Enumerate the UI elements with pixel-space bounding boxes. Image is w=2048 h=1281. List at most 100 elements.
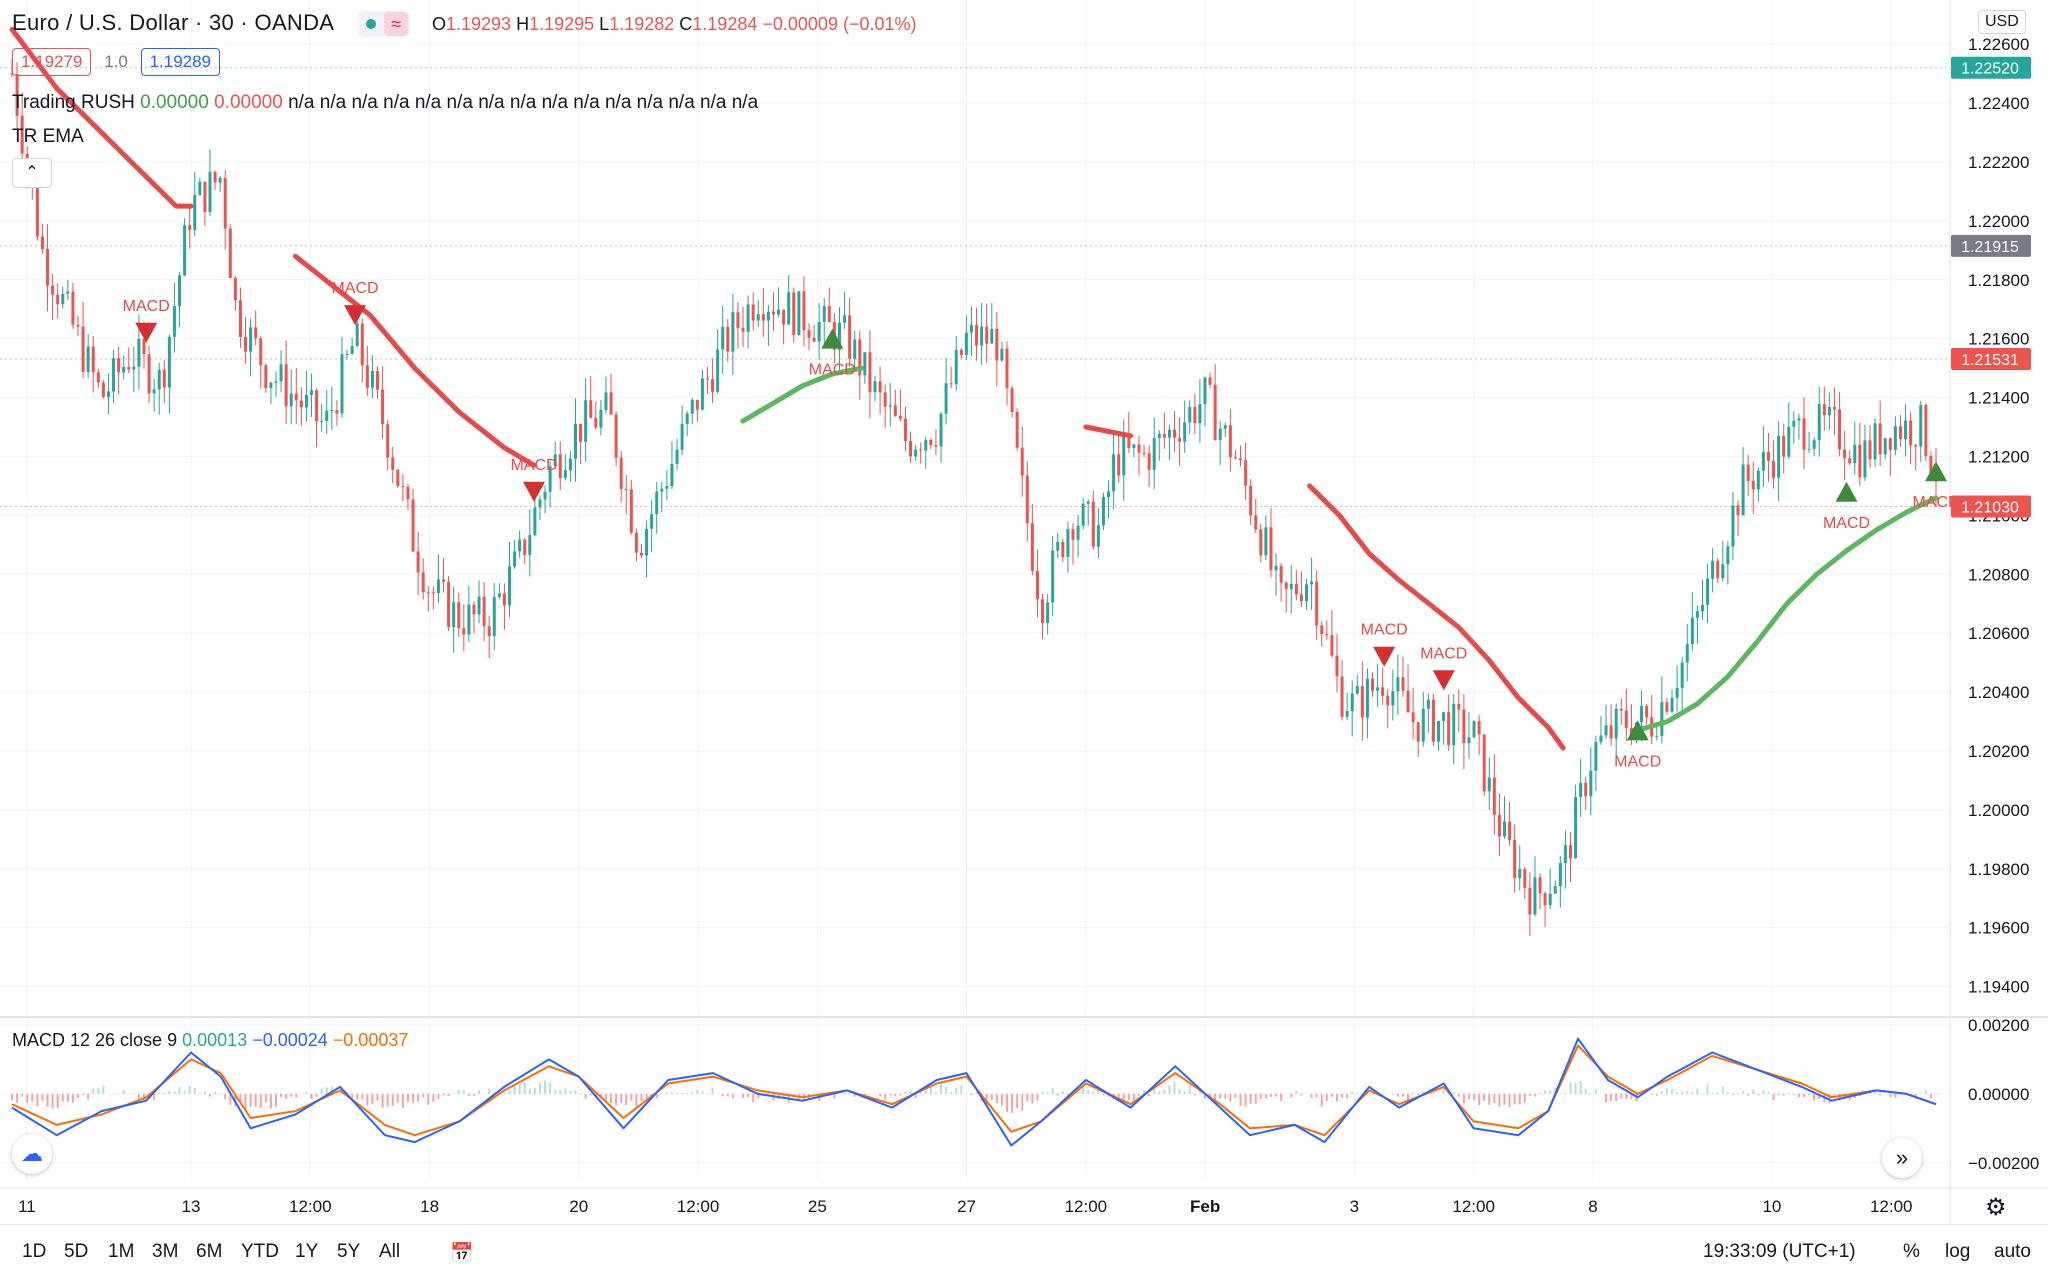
chart-canvas[interactable]: 1.22600 1.22400 1.22200 1.22000 1.21800 1.216…	[0, 0, 2048, 1224]
timeframe-ytd[interactable]: YTD	[241, 1241, 279, 1262]
gear-icon[interactable]: ⚙	[1985, 1194, 2007, 1221]
candle-body	[223, 177, 227, 229]
candle-body	[1254, 515, 1258, 530]
symbol-title[interactable]: Euro / U.S. Dollar · 30 · OANDA	[12, 10, 335, 35]
candle-body	[330, 410, 334, 412]
trading-rush-legend[interactable]: Trading RUSH 0.00000 0.00000 n/a n/a n/a…	[12, 92, 758, 114]
timeframe-1m[interactable]: 1M	[108, 1241, 135, 1262]
candle-body	[1848, 458, 1852, 464]
candle-body	[934, 445, 938, 447]
calendar-range-icon[interactable]: 📅	[450, 1243, 474, 1264]
candle-body	[1513, 839, 1517, 879]
candle-body	[355, 323, 359, 346]
auto-toggle[interactable]: auto	[1994, 1241, 2031, 1262]
candle-body	[1711, 560, 1715, 579]
candle-body	[1167, 429, 1171, 438]
macd-line-value: −0.00024	[252, 1030, 328, 1050]
candle-body	[1071, 529, 1075, 540]
candle-body	[264, 365, 268, 389]
chevron-up-icon[interactable]: ⌃	[12, 158, 52, 188]
candle-body	[1594, 741, 1598, 771]
ema-line-segment	[9, 26, 194, 209]
candle-body	[1411, 712, 1415, 723]
timeframe-5d[interactable]: 5D	[64, 1241, 89, 1262]
candle-body	[1000, 348, 1004, 361]
candle-body	[167, 336, 171, 388]
candle-body	[1391, 691, 1395, 706]
candle-body	[1320, 625, 1324, 635]
y-tick-label: 1.19800	[1968, 860, 2029, 879]
price-label-box	[1951, 347, 2031, 370]
buy-signal-arrow	[1925, 461, 1947, 482]
candle-body	[914, 449, 918, 457]
macd-y-tick-label: 0.00200	[1968, 1016, 2029, 1035]
candle-body	[401, 486, 405, 488]
candle-body	[599, 409, 603, 428]
candle-body	[1548, 893, 1552, 906]
double-chevron-right-icon[interactable]: »	[1882, 1138, 1922, 1178]
candle-body	[1157, 433, 1161, 439]
timeframe-all[interactable]: All	[379, 1241, 401, 1262]
candle-body	[1817, 404, 1821, 441]
candle-body	[1898, 426, 1902, 439]
candle-body	[1401, 677, 1405, 691]
candle-body	[213, 171, 217, 183]
macd-legend[interactable]: MACD 12 26 close 9 0.00013 −0.00024 −0.0…	[12, 1030, 408, 1051]
candle-body	[766, 311, 770, 321]
candle-body	[1700, 604, 1704, 612]
sell-signal-arrow	[1432, 670, 1455, 691]
candle-body	[1863, 440, 1867, 478]
percent-toggle[interactable]: %	[1903, 1241, 1920, 1262]
timeframe-5y[interactable]: 5Y	[337, 1241, 361, 1262]
candle-body	[1482, 734, 1486, 792]
sell-price-button[interactable]: 1.19279	[12, 48, 92, 76]
candle-body	[66, 291, 70, 294]
candle-body	[995, 328, 999, 361]
y-tick-label: 1.21800	[1968, 271, 2029, 290]
market-status[interactable]: ≈	[358, 11, 411, 38]
candle-body	[1345, 711, 1349, 717]
timeframe-6m[interactable]: 6M	[196, 1241, 223, 1262]
candle-body	[1574, 796, 1578, 859]
candle-body	[614, 414, 618, 458]
candle-body	[1624, 710, 1628, 728]
candle-body	[1675, 687, 1679, 698]
x-tick-label: 18	[420, 1197, 439, 1216]
timeframe-1y[interactable]: 1Y	[295, 1241, 319, 1262]
candle-body	[634, 532, 638, 553]
candle-body	[172, 306, 176, 337]
candle-body	[584, 400, 588, 442]
candle-body	[873, 381, 877, 393]
ema-line-segment	[740, 365, 865, 424]
timeframe-3m[interactable]: 3M	[152, 1241, 179, 1262]
log-toggle[interactable]: log	[1945, 1241, 1971, 1262]
y-tick-label: 1.20800	[1968, 565, 2029, 584]
candle-body	[1543, 893, 1547, 906]
candle-body	[299, 400, 303, 408]
tr-ema-legend[interactable]: TR EMA	[12, 126, 84, 148]
candle-body	[325, 410, 329, 421]
candle-body	[792, 292, 796, 335]
candle-body	[320, 420, 324, 422]
trading-rush-value-2: 0.00000	[214, 92, 283, 113]
candle-body	[1350, 693, 1354, 712]
candle-body	[1558, 863, 1562, 887]
candle-body	[898, 415, 902, 419]
currency-label[interactable]: USD	[1978, 10, 2026, 34]
candle-body	[497, 593, 501, 598]
candle-body	[1568, 845, 1572, 859]
candle-body	[812, 337, 816, 342]
signal-label: MACD	[1823, 515, 1870, 532]
candle-body	[249, 327, 253, 352]
candle-body	[452, 602, 456, 628]
buy-price-button[interactable]: 1.19289	[140, 48, 221, 76]
candle-body	[1457, 703, 1461, 710]
candle-body	[1091, 501, 1095, 547]
macd-hist-value: 0.00013	[182, 1030, 248, 1050]
candle-body	[1315, 581, 1319, 626]
candle-body	[1010, 388, 1014, 412]
timeframe-1d[interactable]: 1D	[22, 1241, 47, 1262]
clock[interactable]: 19:33:09 (UTC+1)	[1703, 1241, 1856, 1262]
tradingview-logo-icon[interactable]: ☁	[12, 1134, 52, 1174]
candle-body	[1406, 690, 1410, 713]
